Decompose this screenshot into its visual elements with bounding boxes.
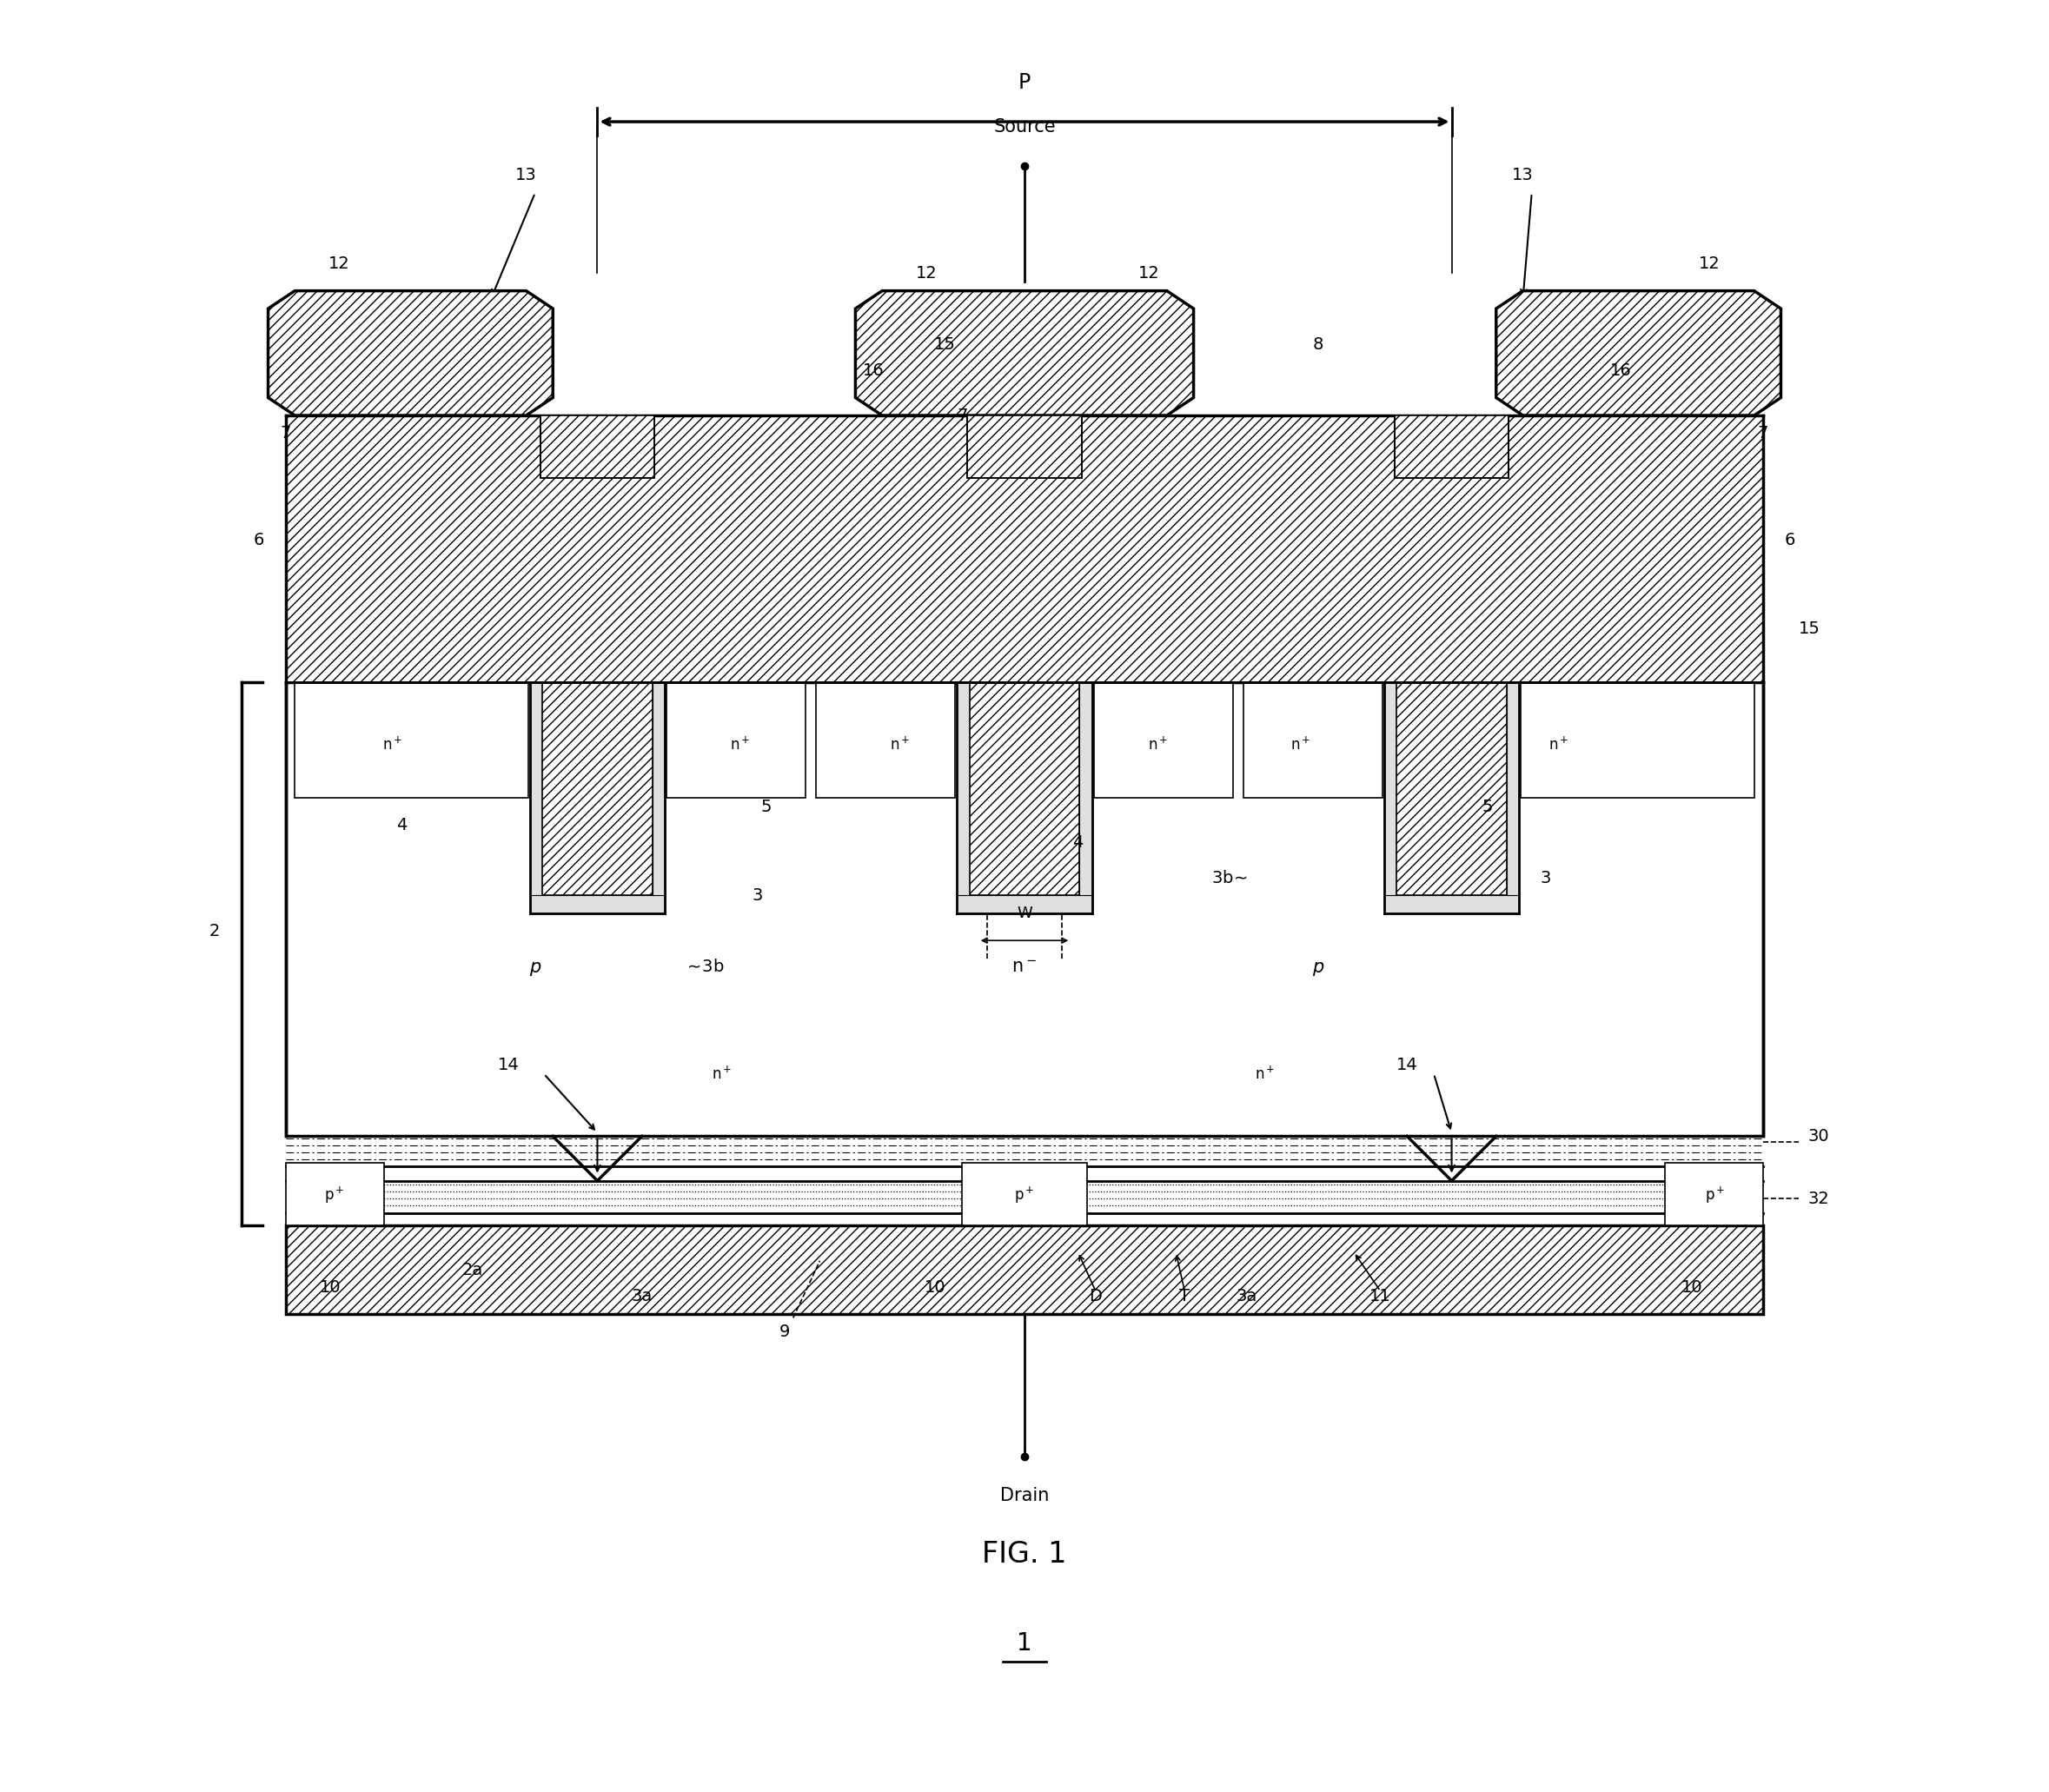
Bar bbox=[666, 683, 805, 797]
Bar bbox=[957, 896, 1092, 914]
Text: 5: 5 bbox=[760, 799, 772, 815]
Text: 32: 32 bbox=[1807, 1190, 1830, 1206]
Text: Source: Source bbox=[994, 118, 1055, 136]
Text: Drain: Drain bbox=[1000, 1487, 1049, 1505]
Text: 2: 2 bbox=[209, 923, 219, 939]
Text: 3a: 3a bbox=[1236, 1288, 1258, 1305]
Text: 10: 10 bbox=[320, 1279, 340, 1296]
Bar bbox=[1383, 896, 1518, 914]
Text: 12: 12 bbox=[916, 265, 936, 281]
Bar bbox=[816, 683, 955, 797]
Text: 4: 4 bbox=[1072, 835, 1084, 851]
Text: P: P bbox=[1018, 72, 1031, 93]
Text: n$^+$: n$^+$ bbox=[1147, 737, 1168, 753]
Bar bbox=[531, 683, 666, 914]
Text: 6: 6 bbox=[1785, 532, 1795, 548]
Text: n$^+$: n$^+$ bbox=[383, 737, 404, 753]
Bar bbox=[1244, 683, 1383, 797]
Text: p$^+$: p$^+$ bbox=[324, 1185, 344, 1206]
Text: 5: 5 bbox=[1481, 799, 1492, 815]
Text: 2a: 2a bbox=[463, 1262, 484, 1278]
Bar bbox=[957, 683, 969, 914]
Text: p$^+$: p$^+$ bbox=[1705, 1185, 1725, 1206]
Text: 14: 14 bbox=[498, 1057, 518, 1073]
Text: 15: 15 bbox=[934, 335, 955, 353]
Bar bbox=[967, 416, 1082, 478]
Bar bbox=[969, 683, 1080, 896]
Bar bbox=[1383, 683, 1518, 914]
Text: 10: 10 bbox=[924, 1279, 947, 1296]
Bar bbox=[652, 683, 666, 914]
Bar bbox=[287, 1226, 1762, 1314]
Bar bbox=[1666, 1163, 1762, 1226]
Text: T: T bbox=[1180, 1288, 1190, 1305]
Bar bbox=[531, 896, 666, 914]
Text: p: p bbox=[1313, 959, 1324, 977]
Text: n$^+$: n$^+$ bbox=[1291, 737, 1311, 753]
Text: p: p bbox=[529, 959, 541, 977]
Text: 3: 3 bbox=[752, 887, 762, 905]
Text: n$^-$: n$^-$ bbox=[1012, 959, 1037, 977]
Text: n$^+$: n$^+$ bbox=[729, 737, 750, 753]
Bar bbox=[287, 683, 1762, 1136]
Text: p$^+$: p$^+$ bbox=[1014, 1185, 1035, 1206]
Text: 3b$\!\sim$: 3b$\!\sim$ bbox=[1211, 869, 1248, 887]
Text: n$^+$: n$^+$ bbox=[1254, 1066, 1274, 1082]
Text: 30: 30 bbox=[1807, 1127, 1830, 1145]
Text: 12: 12 bbox=[1699, 256, 1721, 272]
Text: 1: 1 bbox=[1016, 1631, 1033, 1656]
Text: 8: 8 bbox=[1313, 335, 1324, 353]
Bar bbox=[1383, 683, 1397, 914]
Text: $\sim\!$3b: $\sim\!$3b bbox=[684, 959, 725, 975]
Text: 12: 12 bbox=[328, 256, 350, 272]
Bar bbox=[1397, 683, 1506, 896]
Text: 13: 13 bbox=[516, 167, 537, 183]
Text: W: W bbox=[1016, 907, 1033, 921]
Text: 3a: 3a bbox=[631, 1288, 652, 1305]
Bar bbox=[287, 1163, 383, 1226]
Text: 16: 16 bbox=[863, 362, 883, 380]
Text: 3: 3 bbox=[1541, 869, 1551, 887]
Bar bbox=[1080, 683, 1092, 914]
Bar bbox=[531, 683, 543, 914]
Text: 6: 6 bbox=[254, 532, 264, 548]
Polygon shape bbox=[268, 290, 553, 416]
Text: n$^+$: n$^+$ bbox=[711, 1066, 731, 1082]
Bar bbox=[963, 1163, 1086, 1226]
Text: 15: 15 bbox=[1799, 620, 1820, 638]
Text: 11: 11 bbox=[1369, 1288, 1391, 1305]
Text: 4: 4 bbox=[395, 817, 408, 833]
Text: 7: 7 bbox=[1758, 425, 1768, 441]
Text: 13: 13 bbox=[1512, 167, 1533, 183]
Text: 7: 7 bbox=[957, 407, 967, 423]
Bar bbox=[541, 416, 654, 478]
Text: 14: 14 bbox=[1395, 1057, 1418, 1073]
Bar bbox=[1520, 683, 1754, 797]
Bar bbox=[287, 416, 1762, 683]
Text: 10: 10 bbox=[1680, 1279, 1703, 1296]
Bar bbox=[295, 683, 529, 797]
Text: 9: 9 bbox=[779, 1324, 789, 1340]
Text: 7: 7 bbox=[281, 425, 291, 441]
Text: n$^+$: n$^+$ bbox=[889, 737, 910, 753]
Text: 12: 12 bbox=[1139, 265, 1160, 281]
Bar bbox=[543, 683, 652, 896]
Text: D: D bbox=[1090, 1288, 1102, 1305]
Text: n$^+$: n$^+$ bbox=[1549, 737, 1570, 753]
Bar bbox=[1094, 683, 1233, 797]
Polygon shape bbox=[854, 290, 1195, 416]
Text: FIG. 1: FIG. 1 bbox=[981, 1541, 1068, 1570]
Bar bbox=[1395, 416, 1508, 478]
Bar bbox=[957, 683, 1092, 914]
Text: 16: 16 bbox=[1611, 362, 1631, 380]
Bar bbox=[1506, 683, 1518, 914]
Polygon shape bbox=[1496, 290, 1781, 416]
